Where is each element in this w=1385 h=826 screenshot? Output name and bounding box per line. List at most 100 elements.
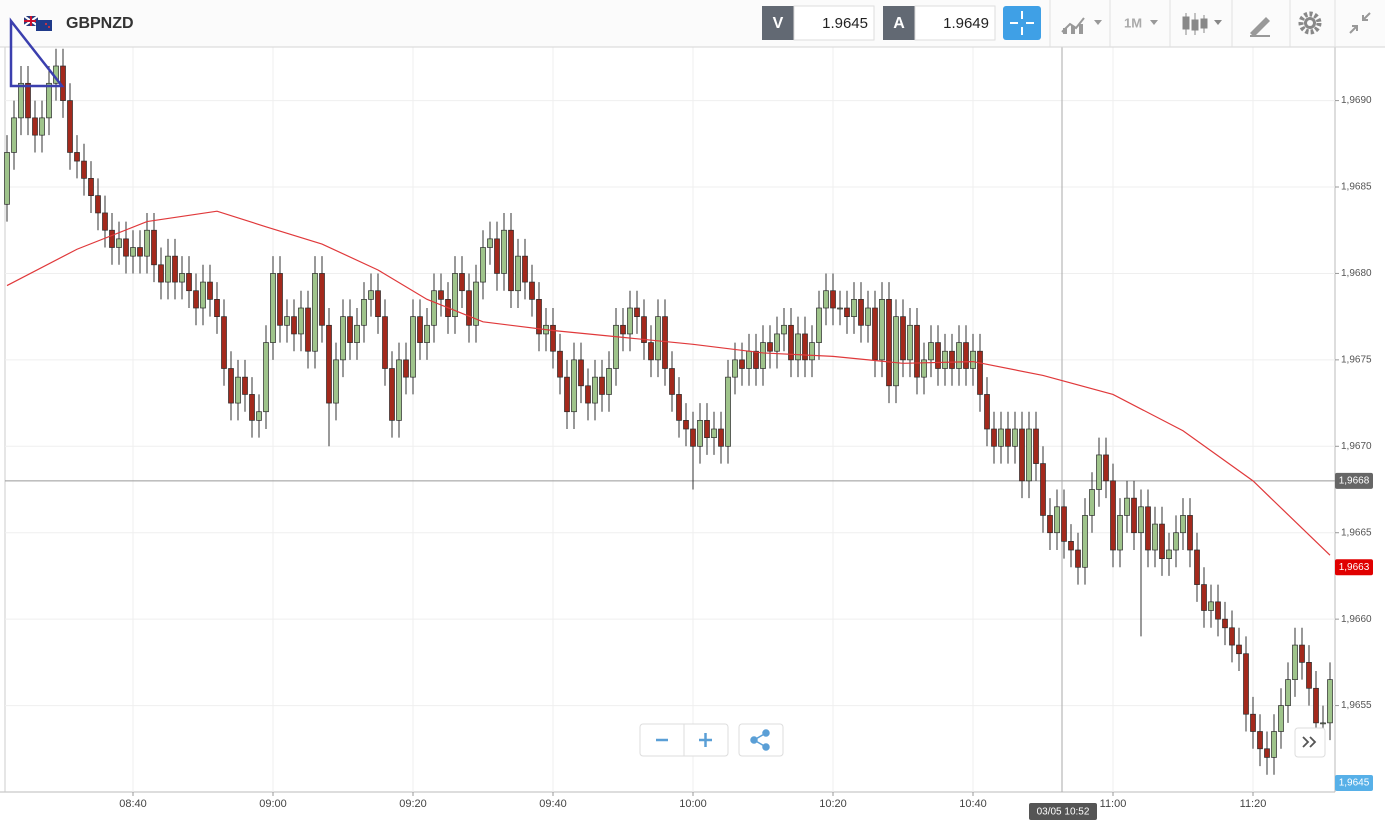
y-tick-label: 1,9680 xyxy=(1341,268,1372,279)
buy-badge xyxy=(883,6,915,40)
bid-value-box xyxy=(1335,775,1373,791)
timeframe[interactable]: 1M xyxy=(1124,15,1142,30)
candle-body xyxy=(900,316,906,361)
candle-body xyxy=(214,299,220,318)
moving-average xyxy=(6,210,1331,556)
y-tick-label: 1,9655 xyxy=(1341,700,1372,711)
candle-body xyxy=(844,307,850,318)
candle-body xyxy=(67,100,73,153)
candle-body xyxy=(914,324,920,378)
candle-body xyxy=(1054,506,1060,534)
candle-body xyxy=(739,359,745,369)
candle-body xyxy=(725,376,731,447)
chart-type-button[interactable] xyxy=(1182,13,1222,35)
candle-body xyxy=(830,290,836,309)
candle-body xyxy=(424,324,430,343)
sell-price: 1.9645 xyxy=(822,15,868,32)
candle-body xyxy=(956,342,962,369)
candle-body xyxy=(480,247,486,283)
candle-body xyxy=(4,152,10,205)
candle-body xyxy=(781,324,787,335)
candle-body xyxy=(1138,506,1144,534)
candle-body xyxy=(634,307,640,318)
zoom-in[interactable] xyxy=(699,733,712,747)
candle-body xyxy=(410,316,416,378)
candle-body xyxy=(347,316,353,343)
candle-body xyxy=(165,255,171,283)
toolbar xyxy=(0,0,1385,47)
timeframe-caret xyxy=(1150,20,1158,25)
candle-body xyxy=(1026,428,1032,482)
draw-button[interactable] xyxy=(1250,17,1270,37)
indicator-button[interactable] xyxy=(1061,17,1102,34)
toolbar-separators xyxy=(1049,0,1336,47)
candle-body xyxy=(130,247,136,257)
scroll-end-button[interactable] xyxy=(1294,727,1326,758)
candle-body xyxy=(1145,506,1151,551)
candle-body xyxy=(137,247,143,257)
candle-body xyxy=(200,281,206,309)
candle-body xyxy=(571,359,577,413)
sell-box[interactable] xyxy=(793,5,875,41)
candle-body xyxy=(816,307,822,343)
candle-body xyxy=(144,229,150,257)
candle-body xyxy=(557,350,563,378)
candle-body xyxy=(564,376,570,413)
candle-body xyxy=(606,368,612,395)
candle-body xyxy=(1033,428,1039,464)
candle-body xyxy=(1313,687,1319,724)
candle-body xyxy=(1089,489,1095,516)
sell-badge xyxy=(762,6,794,40)
buy-box[interactable] xyxy=(914,5,996,41)
candle-body xyxy=(536,299,542,335)
candle-body xyxy=(676,394,682,421)
candle-body xyxy=(438,290,444,300)
x-tick-label: 11:00 xyxy=(1100,798,1127,810)
candle-body xyxy=(494,238,500,274)
candle-body xyxy=(81,160,87,179)
candle-body xyxy=(627,307,633,335)
plot-area: 1,9655 1,9660 1,9665 1,9670 1,9675 1,9680 1,96… xyxy=(0,47,1372,810)
candle-body xyxy=(732,359,738,378)
x-tick-label: 10:40 xyxy=(959,798,987,810)
candle-body xyxy=(326,324,332,404)
share-button[interactable] xyxy=(738,723,784,757)
candle-body xyxy=(95,195,101,214)
drawn-triangle[interactable] xyxy=(9,17,65,88)
symbol: GBPNZD xyxy=(66,15,134,32)
candle-body xyxy=(1096,454,1102,490)
candle-body xyxy=(102,212,108,231)
collapse-button[interactable] xyxy=(1349,12,1371,34)
candle-body xyxy=(851,299,857,318)
candle-body xyxy=(1327,679,1333,724)
candle-body xyxy=(949,350,955,369)
flag-icon xyxy=(23,15,52,31)
settings-button[interactable] xyxy=(1298,11,1322,35)
candle-body xyxy=(704,420,710,438)
candle-body xyxy=(459,273,465,292)
candle-body xyxy=(1208,601,1214,611)
candle-body xyxy=(942,350,948,369)
candle-body xyxy=(25,82,31,119)
candle-body xyxy=(1075,549,1081,568)
crosshair-button[interactable] xyxy=(1003,6,1041,40)
candle-body xyxy=(872,307,878,361)
x-tick-label: 11:20 xyxy=(1240,798,1267,810)
candle-body xyxy=(88,178,94,197)
candle-body xyxy=(207,281,213,300)
y-tick-label: 1,9690 xyxy=(1341,95,1372,106)
candle-body xyxy=(46,82,52,119)
candle-body xyxy=(249,394,255,421)
x-tick-label: 08:40 xyxy=(119,798,147,810)
candle-body xyxy=(1110,480,1116,551)
candle-body xyxy=(1040,463,1046,516)
candle-body xyxy=(711,428,717,438)
candle-body xyxy=(1103,454,1109,482)
candle-body xyxy=(1320,722,1326,725)
candle-body xyxy=(375,290,381,318)
candle-body xyxy=(809,342,815,361)
candle-body xyxy=(151,229,157,266)
candle-body xyxy=(760,342,766,369)
candle-body xyxy=(522,255,528,283)
candle-body xyxy=(263,342,269,413)
